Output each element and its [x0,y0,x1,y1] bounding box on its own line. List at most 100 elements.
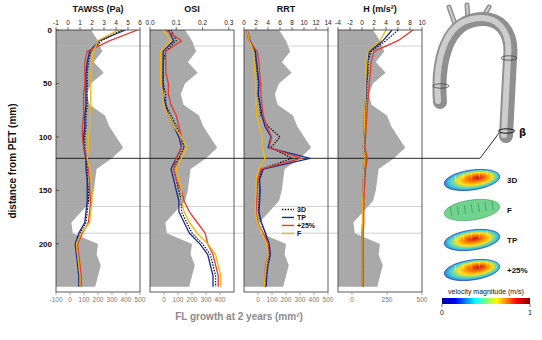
view-label: +25% [507,266,528,275]
top-tick [268,27,269,30]
velocity-section [443,226,501,254]
bottom-tick [140,292,141,295]
top-tick [68,27,69,30]
legend-swatch [282,233,294,234]
velocity-vector [463,234,465,240]
top-tick [92,27,93,30]
bottom-tick-label: 500 [323,296,334,303]
bottom-tick-label: 300 [107,296,118,303]
bottom-tick-label: 200 [93,296,104,303]
top-tick [80,27,81,30]
bottom-tick [422,292,423,295]
top-tick [280,27,281,30]
bottom-tick [112,292,113,295]
velocity-vector [478,262,480,268]
distance-axis-title: distance from PET (mm) [7,103,18,218]
bottom-tick-label: -100 [49,296,62,303]
panel-title: OSI [184,4,200,14]
bottom-tick-label: 0 [256,296,260,303]
bottom-tick-label: 200 [187,296,198,303]
bottom-tick [56,292,57,295]
bottom-tick-label: 100 [173,296,184,303]
top-tick [410,27,411,30]
velocity-vector [457,206,458,215]
top-tick-label: 0 [66,19,70,26]
top-tick-label: -2 [347,19,353,26]
panel-frame [150,30,234,292]
bottom-tick [126,292,127,295]
top-tick [140,27,141,30]
top-tick [386,27,387,30]
distance-tick [56,136,59,137]
panel-lines [362,30,413,287]
legend-label: F [297,230,302,237]
view-label: TP [507,236,518,245]
velocity-view [443,196,501,224]
panel-lines [75,30,137,287]
view-label: F [507,206,512,215]
top-tick-label: 3 [102,19,106,26]
reference-line [56,233,422,234]
top-tick [350,27,351,30]
bottom-tick [206,292,207,295]
velocity-vector [471,263,473,269]
top-tick-label: 6 [138,19,142,26]
legend-swatch [282,217,294,218]
velocity-vector [486,171,488,177]
view-label: 3D [507,176,517,185]
distance-tick-label: 200 [39,240,53,249]
legend-label: TP [297,214,306,221]
top-tick-label: 0.2 [198,19,207,26]
velocity-vector [471,173,473,179]
top-tick [398,27,399,30]
panel-lines [246,30,310,287]
bottom-tick-label: 250 [382,296,393,303]
colorbar-tick [530,304,531,307]
top-tick [228,27,229,30]
bottom-tick [300,292,301,295]
bottom-tick [314,292,315,295]
series-line [76,30,122,287]
section-ring [433,84,449,88]
bottom-tick [164,292,165,295]
bottom-tick [258,292,259,295]
top-tick-label: 1 [78,19,82,26]
panel-title: H (m/s²) [363,4,397,14]
top-tick [128,27,129,30]
series-line [247,30,310,287]
bottom-tick-label: 100 [267,296,278,303]
top-tick-label: 5 [126,19,130,26]
velocity-vector [486,231,488,237]
velocity-vector [450,207,451,216]
velocity-view [443,166,501,194]
section-connector [422,133,499,158]
top-tick [374,27,375,30]
top-tick-label: 0.1 [172,19,181,26]
top-tick [244,27,245,30]
colorbar-tick [442,304,443,307]
section-ring [501,56,517,60]
top-tick [116,27,117,30]
top-tick-label: 6 [396,19,400,26]
panel-lines [161,30,221,287]
bottom-tick [286,292,287,295]
top-tick-label: 0.0 [145,19,154,26]
distance-tick [56,190,59,191]
bottom-tick [98,292,99,295]
velocity-vector [455,175,457,181]
distance-tick-label: 150 [39,186,53,195]
bottom-tick [352,292,353,295]
series-line [75,30,125,287]
velocity-vector [485,202,486,211]
bottom-tick [328,292,329,295]
bottom-tick [70,292,71,295]
colorbar-tick-label: 0 [440,309,444,316]
legend-swatch [282,209,294,210]
velocity-vector [455,265,457,271]
top-tick [422,27,423,30]
top-tick [104,27,105,30]
series-line [247,30,268,287]
distance-tick [56,30,59,31]
inset: β3DFTP+25%velocity magnitude (m/s)01 [422,5,532,316]
axes-layer: TAWSS (Pa)-10123456050100150200distance … [7,4,428,322]
